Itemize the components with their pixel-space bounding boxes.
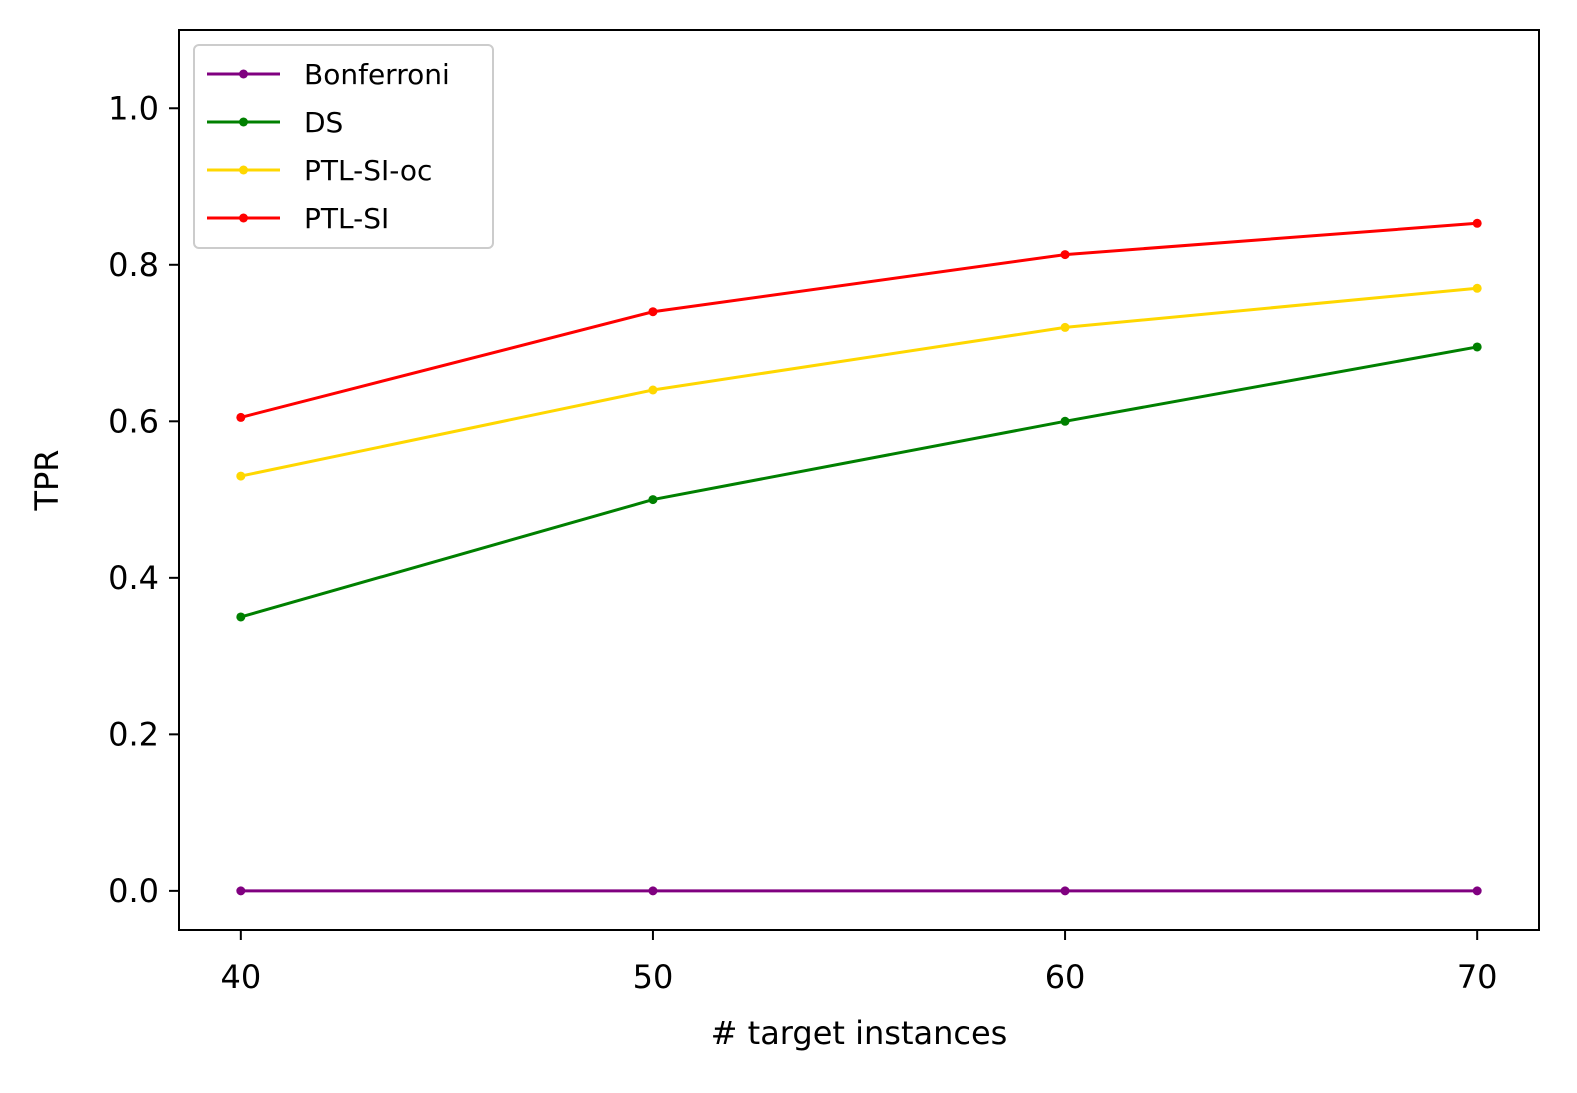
y-axis-ticks: 0.0 0.2 0.4 0.6 0.8 1.0 [108, 89, 179, 910]
data-point [1060, 322, 1070, 332]
data-point [1472, 342, 1482, 352]
series-line-ds [240, 345, 1478, 619]
legend-label: DS [304, 106, 343, 139]
legend-marker [239, 213, 248, 223]
data-point [1060, 250, 1070, 260]
data-point [1472, 886, 1482, 896]
legend: Bonferroni DS PTL-SI-oc PTL-SI [193, 44, 494, 249]
data-point [236, 412, 246, 422]
data-point [648, 385, 658, 395]
legend-label: Bonferroni [304, 58, 450, 91]
legend-marker [239, 69, 248, 79]
series-line-ptl-si-oc [240, 286, 1478, 478]
legend-label: PTL-SI [304, 202, 389, 235]
legend-label: PTL-SI-oc [304, 154, 432, 187]
y-tick-label: 0.0 [108, 872, 159, 910]
series-line-ptl-si [240, 221, 1478, 419]
data-point [236, 471, 246, 481]
y-axis-title: TPR [28, 449, 66, 511]
x-tick-label: 40 [220, 958, 261, 996]
legend-box [193, 44, 494, 249]
data-point [236, 886, 246, 896]
plot-area-frame [178, 29, 1540, 931]
series-layer [236, 218, 1482, 896]
legend-marker [239, 117, 248, 127]
data-point [1472, 218, 1482, 228]
y-tick-label: 0.2 [108, 715, 159, 753]
data-point [648, 307, 658, 317]
x-tick-label: 60 [1045, 958, 1086, 996]
y-tick-label: 0.4 [108, 559, 159, 597]
data-point [1060, 886, 1070, 896]
x-axis-ticks: 40 50 60 70 [220, 930, 1498, 996]
data-point [1060, 416, 1070, 426]
data-point [1472, 283, 1482, 293]
legend-marker [239, 165, 248, 175]
x-tick-label: 70 [1457, 958, 1498, 996]
data-point [648, 495, 658, 505]
x-axis-title: # target instances [711, 1014, 1008, 1052]
y-tick-label: 1.0 [108, 89, 159, 127]
data-point [236, 612, 246, 622]
y-tick-label: 0.6 [108, 402, 159, 440]
y-tick-label: 0.8 [108, 246, 159, 284]
x-tick-label: 50 [633, 958, 674, 996]
data-point [648, 886, 658, 896]
